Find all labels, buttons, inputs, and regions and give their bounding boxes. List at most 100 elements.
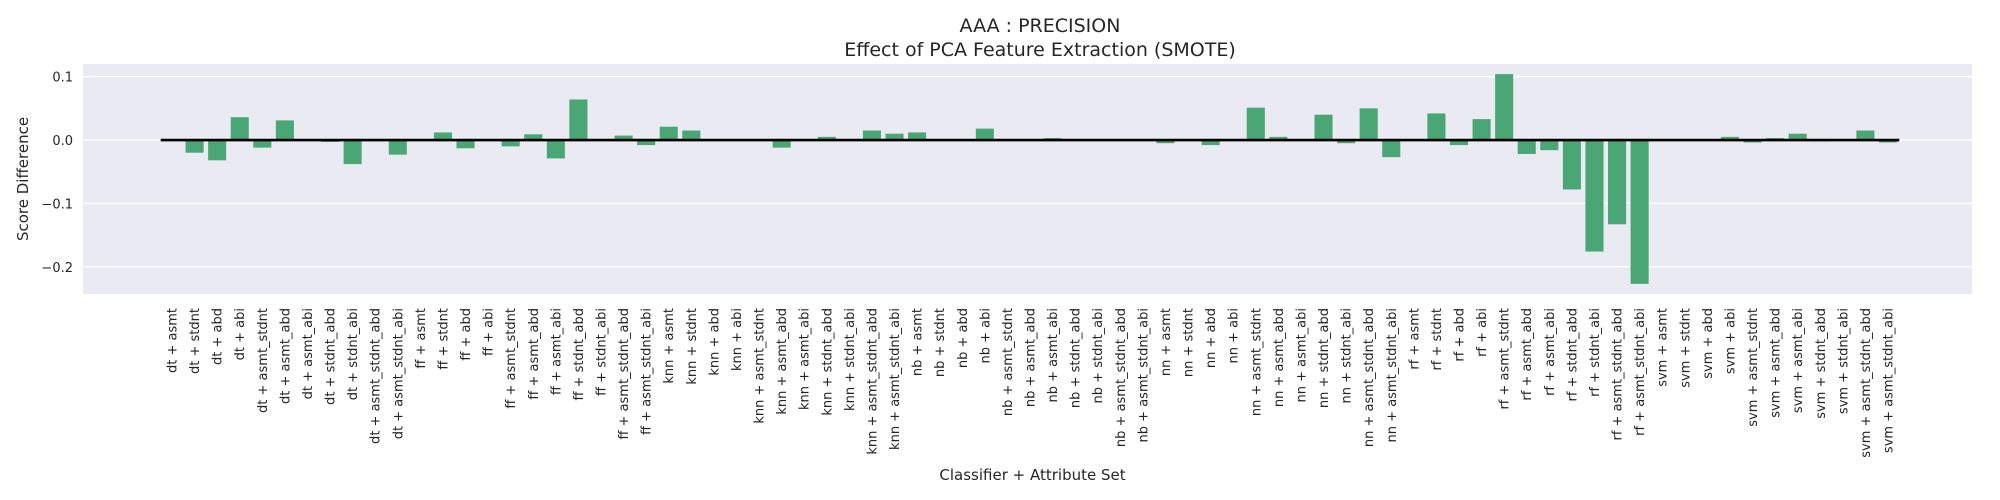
x-tick-label: rf + asmt_abi <box>1543 308 1558 396</box>
x-tick-label: nn + asmt_stdnt_abi <box>1385 308 1400 442</box>
bar <box>1382 140 1401 158</box>
bar <box>524 134 543 141</box>
x-tick-label: nn + asmt_stdnt_abd <box>1362 308 1377 447</box>
x-tick-label: dt + abd <box>211 308 226 365</box>
x-tick-label: nb + stdnt_abi <box>1091 308 1106 403</box>
bar <box>1540 140 1559 151</box>
x-tick-label: knn + stdnt <box>685 308 700 385</box>
bar <box>1585 140 1604 252</box>
x-tick-label: nb + asmt_stdnt <box>1001 308 1016 416</box>
x-tick-label: nn + asmt_abd <box>1272 308 1287 407</box>
x-tick-label: svm + asmt_abd <box>1769 308 1784 418</box>
x-tick-label: svm + asmt_stdnt_abi <box>1882 308 1897 453</box>
x-tick-label: rf + asmt_abd <box>1520 308 1535 401</box>
x-tick-label: knn + asmt_stdnt <box>753 308 768 424</box>
bar <box>388 140 407 155</box>
bar <box>343 140 362 165</box>
x-tick-label: rf + stdnt_abi <box>1588 308 1603 397</box>
bar <box>1562 140 1581 190</box>
y-axis-ticks: 0.1 0.0 −0.1 −0.2 <box>41 71 73 276</box>
bars <box>185 74 1898 284</box>
x-axis-ticks: dt + asmt dt + stdnt dt + abd dt + abi dt + … <box>166 308 1897 458</box>
x-tick-label: ff + stdnt_abd <box>572 308 587 401</box>
chart-subtitle: Effect of PCA Feature Extraction (SMOTE) <box>844 39 1236 61</box>
bar <box>1337 140 1356 144</box>
bar <box>817 136 836 141</box>
bar <box>1156 140 1175 144</box>
x-tick-label: nn + stdnt <box>1182 308 1197 377</box>
x-tick-label: ff + asmt_stdnt_abd <box>617 308 632 440</box>
bar <box>253 140 272 148</box>
x-tick-label: rf + stdnt <box>1430 308 1445 371</box>
bar <box>1427 113 1446 141</box>
x-tick-label: dt + asmt_stdnt_abd <box>369 308 384 444</box>
x-tick-label: nb + asmt <box>911 308 926 376</box>
x-tick-label: knn + abi <box>730 308 745 371</box>
x-tick-label: svm + stdnt_abd <box>1814 308 1829 419</box>
x-tick-label: rf + stdnt_abd <box>1565 308 1580 402</box>
x-tick-label: ff + asmt_abd <box>527 308 542 400</box>
bar <box>1788 133 1807 141</box>
x-tick-label: knn + abd <box>707 308 722 376</box>
bar <box>1359 108 1378 141</box>
x-tick-label: ff + abd <box>459 308 474 361</box>
x-tick-label: svm + asmt_stdnt_abd <box>1859 308 1874 458</box>
x-tick-label: nb + stdnt_abd <box>1069 308 1084 408</box>
x-tick-label: ff + asmt_abi <box>549 308 564 395</box>
bar <box>1472 119 1491 141</box>
bar <box>185 140 204 153</box>
bar <box>659 126 678 141</box>
x-tick-label: rf + asmt_stdnt_abd <box>1611 308 1626 441</box>
bar <box>1314 114 1333 141</box>
y-tick-label: 0.0 <box>52 134 73 149</box>
x-tick-label: rf + asmt_stdnt_abi <box>1633 308 1648 436</box>
x-tick-label: nb + asmt_abi <box>1046 308 1061 402</box>
x-tick-label: dt + asmt <box>166 308 181 373</box>
y-tick-label: −0.1 <box>41 197 73 212</box>
x-tick-label: dt + asmt_abi <box>301 308 316 399</box>
x-tick-label: ff + stdnt <box>436 308 451 370</box>
bar <box>1449 140 1469 146</box>
x-tick-label: ff + asmt_stdnt_abi <box>640 308 655 435</box>
bar <box>1856 130 1875 141</box>
y-axis-label: Score Difference <box>14 117 32 241</box>
bar <box>1201 140 1220 146</box>
y-tick-label: −0.2 <box>41 261 73 276</box>
x-tick-label: nb + asmt_abd <box>1024 308 1039 407</box>
x-tick-label: nn + asmt_abi <box>1294 308 1309 402</box>
x-tick-label: dt + abi <box>233 308 248 360</box>
x-tick-label: knn + stdnt_abd <box>820 308 835 416</box>
bar <box>275 120 294 141</box>
bar <box>1269 136 1288 141</box>
x-tick-label: rf + asmt_stdnt <box>1498 308 1513 410</box>
x-tick-label: rf + abi <box>1475 308 1490 357</box>
x-tick-label: svm + asmt <box>1656 308 1671 387</box>
bar <box>862 130 881 141</box>
x-tick-label: dt + stdnt_abi <box>346 308 361 400</box>
bar <box>546 140 565 159</box>
bar <box>433 132 452 141</box>
bar <box>885 133 904 141</box>
x-tick-label: svm + asmt_stdnt <box>1746 308 1761 427</box>
x-axis-label: Classifier + Attribute Set <box>939 466 1125 484</box>
x-tick-label: ff + abi <box>482 308 497 356</box>
x-tick-label: dt + asmt_abd <box>278 308 293 404</box>
bar <box>614 135 633 141</box>
x-tick-label: svm + abd <box>1701 308 1716 379</box>
x-tick-label: nn + stdnt_abd <box>1317 308 1332 408</box>
x-tick-label: nn + asmt <box>1159 308 1174 376</box>
x-tick-label: svm + stdnt_abi <box>1836 308 1851 414</box>
bar <box>772 140 791 148</box>
x-tick-label: nn + asmt_stdnt <box>1249 308 1264 416</box>
bar <box>569 99 588 141</box>
x-tick-label: knn + stdnt_abi <box>843 308 858 411</box>
x-tick-label: nb + stdnt <box>933 308 948 377</box>
bar <box>501 140 520 147</box>
bar <box>1720 136 1739 141</box>
x-tick-label: knn + asmt_abi <box>798 308 813 410</box>
x-tick-label: knn + asmt_abd <box>775 308 790 415</box>
x-tick-label: nb + abi <box>978 308 993 363</box>
x-tick-label: nb + asmt_stdnt_abi <box>1136 308 1151 442</box>
bar <box>456 140 475 149</box>
